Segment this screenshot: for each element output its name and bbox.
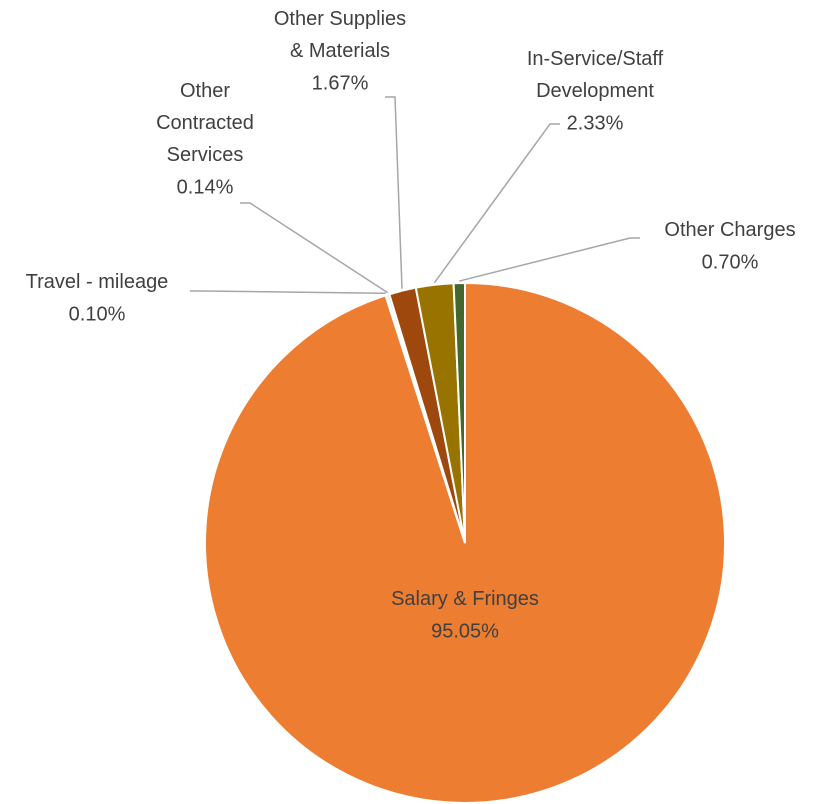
pie-slice — [452, 281, 466, 544]
leader-line — [459, 237, 640, 282]
leader-line — [385, 96, 403, 289]
value-label: 0.10% — [69, 303, 126, 325]
value-label: 2.33% — [567, 112, 624, 134]
value-label: 1.67% — [312, 72, 369, 94]
slice-label: Other Supplies & Materials — [274, 8, 406, 62]
value-label: 0.14% — [177, 176, 234, 198]
leader-line — [190, 290, 386, 295]
slice-label: Other Charges — [664, 219, 795, 241]
slice-label: Travel - mileage — [26, 271, 169, 293]
slice-label: In-Service/Staff Development — [527, 48, 664, 102]
slice-label: Other Contracted Services — [156, 80, 254, 166]
leader-line — [433, 123, 560, 284]
leader-line — [240, 202, 389, 294]
value-label: 95.05% — [431, 620, 499, 642]
slice-label: Salary & Fringes — [391, 588, 539, 610]
value-label: 0.70% — [702, 251, 759, 273]
